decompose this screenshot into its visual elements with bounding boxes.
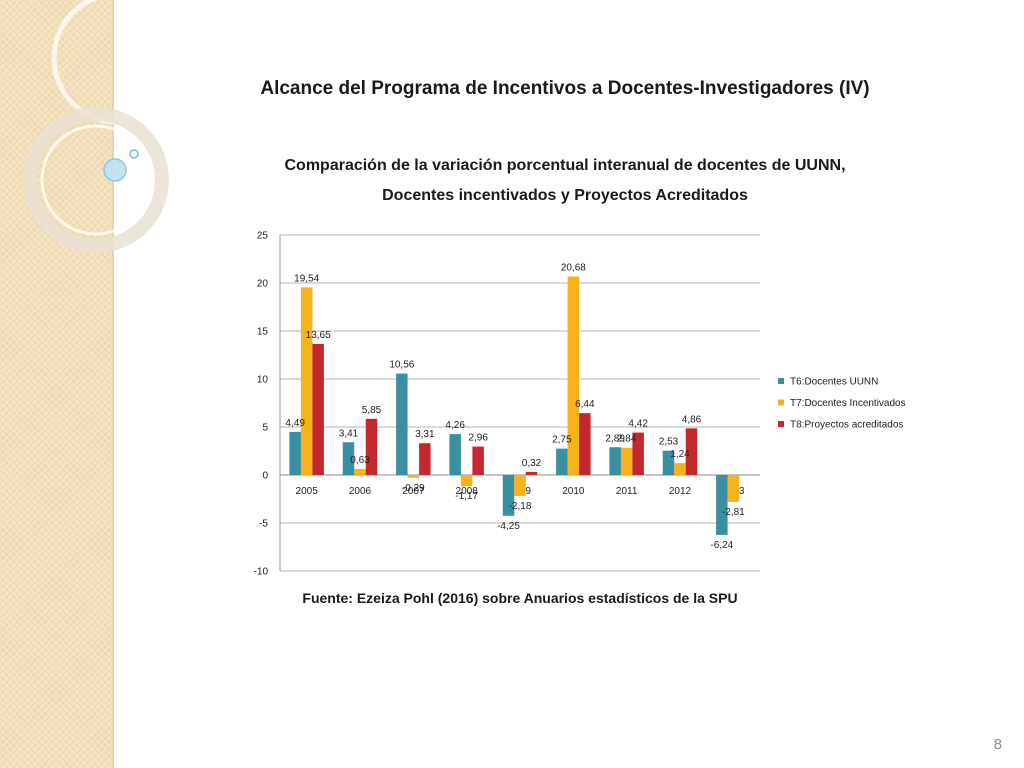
chart-subtitle-line1: Comparación de la variación porcentual i… <box>284 157 846 174</box>
legend-swatch <box>778 378 784 384</box>
data-label: 0,63 <box>350 455 370 466</box>
x-tick-label: 2010 <box>562 486 585 497</box>
y-tick-label: 10 <box>257 375 269 386</box>
legend-swatch <box>778 421 784 427</box>
data-label: 5,85 <box>362 405 382 416</box>
data-label: 0,32 <box>522 458 542 469</box>
legend-label: T8:Proyectos acreditados <box>790 420 903 431</box>
data-label: 13,65 <box>306 330 331 341</box>
bar-1-2010 <box>556 448 568 475</box>
data-label: 6,44 <box>575 399 595 410</box>
data-label: 2,84 <box>617 434 637 445</box>
chart-subtitle-line2: Docentes incentivados y Proyectos Acredi… <box>382 187 748 204</box>
y-tick-label: -10 <box>254 567 269 578</box>
y-tick-label: 5 <box>262 423 268 434</box>
chart-gridlines <box>280 234 760 572</box>
x-tick-label: 2008 <box>456 486 479 497</box>
data-label: 10,56 <box>389 360 414 371</box>
x-tick-label: 2012 <box>669 486 692 497</box>
data-label: -1,17 <box>455 491 478 502</box>
data-label: 2,96 <box>468 433 488 444</box>
x-tick-label: 2006 <box>349 486 372 497</box>
bar-2-2006 <box>354 468 366 475</box>
y-tick-label: 20 <box>257 279 269 290</box>
decor-dot <box>129 149 139 159</box>
data-label: 4,26 <box>445 420 465 431</box>
x-tick-label: 2011 <box>616 486 638 497</box>
bar-2-2013 <box>727 475 740 502</box>
bar-3-2005 <box>312 343 324 475</box>
bar-2-2010 <box>567 276 580 475</box>
data-label: 4,86 <box>682 414 702 425</box>
chart-bars <box>289 276 740 535</box>
decor-bubble <box>103 158 127 182</box>
bar-1-2005 <box>289 431 301 475</box>
data-label: -4,25 <box>497 521 520 532</box>
x-tick-label: 2005 <box>296 486 319 497</box>
data-label: 2,75 <box>552 435 572 446</box>
bar-1-2007 <box>396 373 408 475</box>
data-label: 2,89 <box>605 433 625 444</box>
decor-ring-inner <box>40 124 152 236</box>
data-label: 19,54 <box>294 273 319 284</box>
decorative-rings <box>23 0 185 253</box>
decor-ring-medium <box>23 107 169 253</box>
bar-3-2008 <box>472 446 484 475</box>
data-label: 4,49 <box>285 418 305 429</box>
bar-3-2007 <box>419 443 431 475</box>
bar-1-2013 <box>716 475 728 535</box>
bar-1-2006 <box>342 442 355 475</box>
chart-data-labels: 4,49 3,41 10,56 4,26 -4,25 2,75 2,89 2,53 -6,24 1… <box>285 262 745 550</box>
bar-2-2005 <box>300 287 313 475</box>
data-label: 4,42 <box>628 419 648 430</box>
page-number: 8 <box>993 736 1002 753</box>
bar-3-2009 <box>525 471 538 475</box>
data-label: 3,41 <box>339 428 359 439</box>
bar-1-2009 <box>502 475 515 516</box>
data-label: -0,29 <box>402 483 425 494</box>
y-tick-label: -5 <box>259 519 268 530</box>
data-label: 1,24 <box>670 449 690 460</box>
y-tick-label: 25 <box>257 231 269 242</box>
data-label: -6,24 <box>710 540 733 551</box>
bar-2-2012 <box>674 463 686 475</box>
data-label: 3,31 <box>415 429 435 440</box>
bar-3-2012 <box>685 428 698 475</box>
bar-3-2010 <box>579 413 591 475</box>
bar-1-2012 <box>662 450 675 475</box>
y-tick-label: 15 <box>257 327 269 338</box>
source-note: Fuente: Ezeiza Pohl (2016) sobre Anuario… <box>302 590 738 606</box>
data-label: -2,18 <box>509 501 532 512</box>
legend-label: T7:Docentes Incentivados <box>790 398 906 409</box>
legend-swatch <box>778 399 784 406</box>
legend-label: T6:Docentes UUNN <box>790 377 878 388</box>
bar-3-2011 <box>632 432 644 475</box>
data-label: -2,81 <box>722 507 745 518</box>
bar-1-2011 <box>609 447 621 475</box>
bar-3-2006 <box>365 418 378 475</box>
bar-2-2007 <box>407 475 420 478</box>
bar-2-2009 <box>514 475 526 496</box>
data-label: 20,68 <box>561 262 586 273</box>
y-tick-label: 0 <box>262 471 268 482</box>
x-tick-label: 2007 <box>402 486 425 497</box>
bar-1-2008 <box>449 434 461 475</box>
slide-title: Alcance del Programa de Incentivos a Doc… <box>260 78 870 99</box>
chart-legend: T6:Docentes UUNN T7:Docentes Incentivados… <box>778 377 906 431</box>
bar-2-2008 <box>460 475 473 487</box>
data-label: 2,53 <box>659 437 679 448</box>
bar-2-2011 <box>620 447 633 475</box>
